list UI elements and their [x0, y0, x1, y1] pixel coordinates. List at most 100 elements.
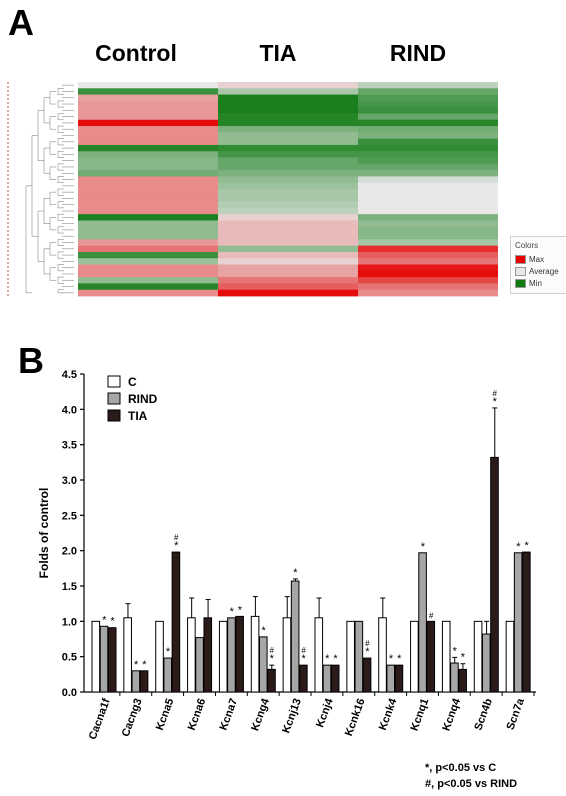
bar-rind-kcnk16 — [354, 620, 364, 693]
bar-c-cacng3 — [123, 617, 132, 693]
bar-rind-kcnj4 — [322, 664, 332, 693]
bar-c-scn4b — [473, 620, 483, 693]
heatmap-cell — [78, 100, 218, 108]
error-bar — [492, 407, 498, 458]
bar-chart: 0.0 0.5 1.0 1.5 2.0 2.5 3.0 3.5 4.0 4.5 Folds of c… — [37, 369, 536, 742]
significance-mark-rind: # — [365, 639, 370, 648]
y-tick-label: 3.5 — [62, 440, 77, 452]
heatmap-cell — [358, 289, 498, 297]
x-tick-label: Kcna6 — [186, 697, 209, 732]
heatmap-cell — [358, 195, 498, 202]
heatmap-cell — [78, 138, 218, 146]
significance-mark-rind: # — [493, 389, 498, 398]
bar-rind-kcna6 — [195, 637, 204, 693]
y-tick-label: 0.0 — [62, 687, 77, 699]
heatmap-group-control: Control — [95, 40, 177, 66]
significance-mark-rind: # — [270, 646, 275, 655]
significance-mark-c: * — [421, 541, 426, 553]
heatmap-cell — [218, 226, 358, 234]
legend-label-tia: TIA — [128, 409, 148, 423]
bar-c-kcna7 — [218, 620, 228, 693]
panel-b-label: B — [18, 340, 44, 381]
legend-label-c: C — [128, 375, 137, 389]
x-tick-label: Cacng3 — [120, 697, 145, 738]
significance-mark-c: * — [525, 540, 530, 552]
bar-rind-scn7a — [513, 552, 523, 693]
bar-tia-kcna6 — [203, 617, 213, 693]
bar-c-kcnq1 — [410, 620, 419, 693]
dendrogram — [25, 84, 74, 294]
bar-c-kcnj13 — [282, 617, 292, 693]
y-tick-label: 1.0 — [62, 616, 77, 628]
heatmap-cell — [358, 113, 498, 121]
legend-max-label: Max — [529, 254, 545, 264]
bar-c-kcnj4 — [314, 617, 324, 693]
x-tick-label: Kcnj4 — [314, 696, 336, 729]
bar-rind-cacna1f — [99, 625, 109, 693]
significance-mark-c: * — [333, 653, 338, 665]
heatmap-cell — [78, 270, 218, 278]
heatmap-cell — [78, 119, 218, 127]
heatmap-cell — [78, 107, 218, 114]
bar-tia-scn7a — [522, 551, 531, 693]
bar-c-cacna1f — [91, 620, 101, 693]
heatmap-legend-title: Colors — [515, 241, 539, 250]
significance-mark-rind: # — [301, 646, 306, 655]
heatmap-cell — [218, 94, 358, 102]
heatmap-cell — [218, 113, 358, 121]
significance-mark-c: * — [230, 606, 235, 618]
legend-label-rind: RIND — [128, 392, 158, 406]
x-tick-label: Scn7a — [505, 696, 528, 731]
bar-c-kcnk4 — [378, 617, 387, 693]
heatmap-cell — [218, 201, 358, 209]
heatmap-cell — [218, 283, 358, 291]
significance-mark-c: * — [110, 616, 115, 628]
error-bar — [125, 603, 131, 618]
bar-tia-kcnk16 — [362, 657, 372, 693]
heatmap-cell — [358, 189, 498, 196]
legend-min-label: Min — [529, 278, 542, 288]
significance-mark-c: * — [397, 653, 402, 665]
heatmap-cell — [358, 82, 498, 89]
footnote-rind: #, p<0.05 vs RIND — [425, 778, 518, 790]
heatmap-cell — [218, 107, 358, 114]
heatmap-cell — [78, 207, 218, 215]
bar-c-kcna6 — [187, 617, 196, 693]
significance-mark-c: * — [302, 653, 307, 665]
legend-average-swatch — [515, 266, 526, 276]
heatmap-cell — [358, 258, 498, 265]
heatmap-cell — [78, 226, 218, 234]
error-bar — [292, 578, 298, 582]
heatmap-cell — [218, 258, 358, 265]
x-tick-label: Scn4b — [472, 697, 495, 732]
heatmap-cell — [218, 207, 358, 215]
heatmap-group-tia: TIA — [259, 40, 297, 66]
x-tick-label: Kcnq1 — [409, 697, 432, 733]
heatmap-cell — [358, 132, 498, 140]
x-tick-label: Cacna1f — [87, 697, 113, 742]
heatmap-cell — [218, 189, 358, 196]
heatmap-cell — [78, 113, 218, 121]
bar-c-kcnk16 — [346, 620, 355, 693]
y-tick-label: 4.0 — [62, 404, 77, 416]
bar-tia-cacna1f — [107, 627, 117, 693]
significance-mark-c: * — [166, 646, 171, 658]
heatmap-cell — [358, 214, 498, 221]
legend-min-swatch — [515, 278, 526, 288]
error-bar — [380, 597, 386, 618]
heatmap-cell — [358, 119, 498, 127]
heatmap-cell — [218, 182, 358, 190]
heatmap-cell — [78, 163, 218, 171]
bar-tia-scn4b — [490, 456, 499, 693]
y-tick-label: 4.5 — [62, 369, 77, 381]
heatmap-cell — [78, 94, 218, 102]
significance-mark-c: * — [142, 659, 147, 671]
x-tick-label: Kcnq4 — [440, 696, 463, 733]
bar-tia-kcnk4 — [394, 664, 404, 693]
bar-rind-kcng4 — [258, 636, 268, 693]
heatmap-cell — [78, 82, 218, 89]
bar-tia-kcna5 — [171, 551, 181, 693]
heatmap — [7, 82, 498, 297]
heatmap-cell — [218, 119, 358, 127]
heatmap-cell — [358, 201, 498, 209]
